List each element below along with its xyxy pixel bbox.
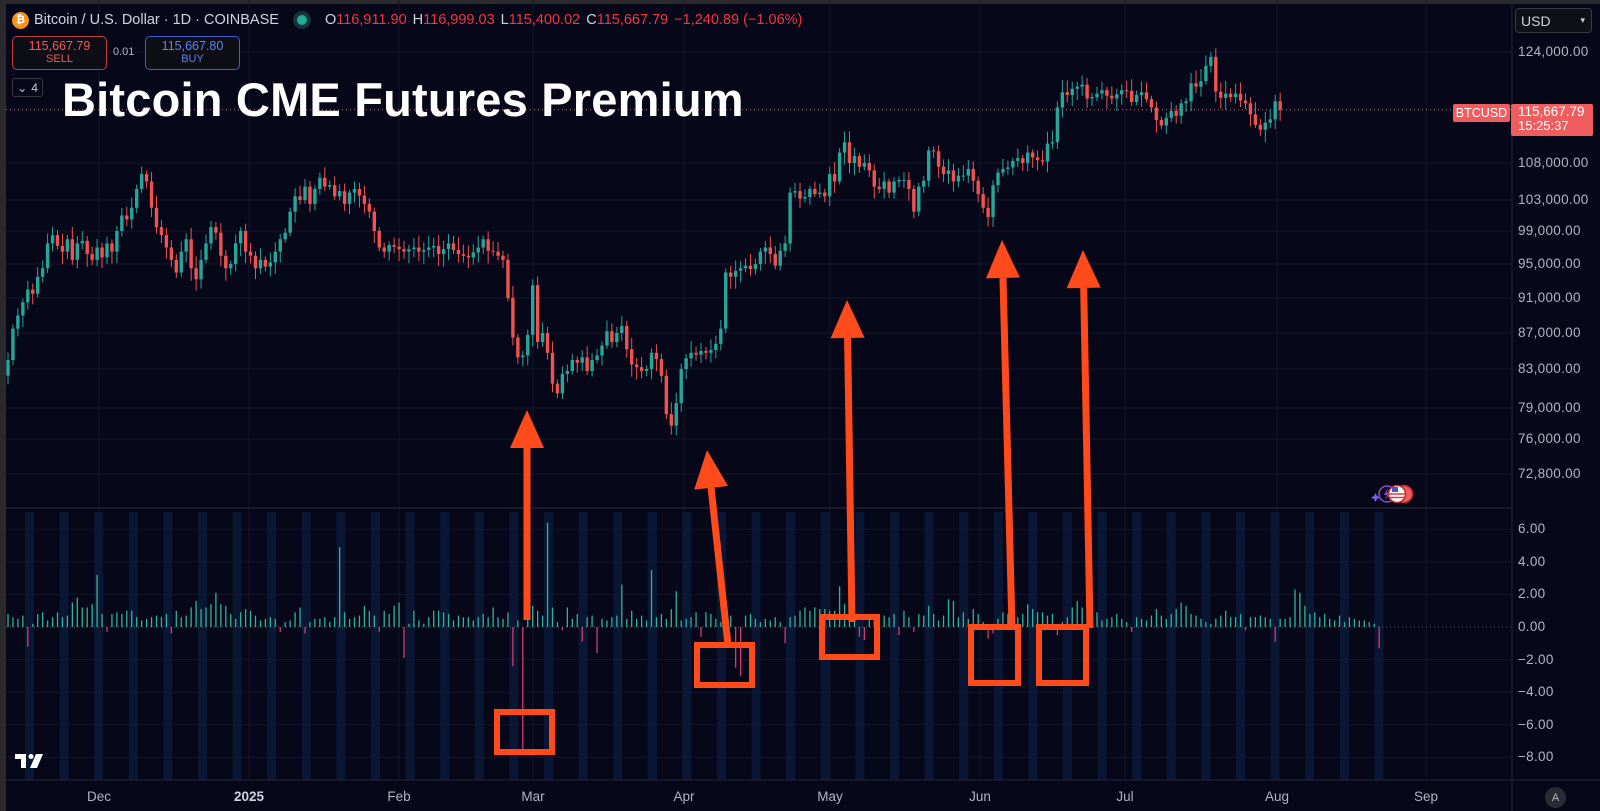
time-tick-label: Mar bbox=[521, 789, 545, 804]
sell-price: 115,667.79 bbox=[28, 39, 91, 53]
last-price-tag: 115,667.79 15:25:37 bbox=[1511, 104, 1593, 136]
time-tick-label: Jun bbox=[969, 789, 991, 804]
bar-countdown: 15:25:37 bbox=[1518, 118, 1569, 133]
time-tick-label: Jul bbox=[1116, 789, 1134, 804]
symbol-price-tag: BTCUSD bbox=[1453, 104, 1510, 122]
low-label: L bbox=[500, 12, 509, 28]
indicators-toggle-button[interactable]: ⌄ 4 bbox=[12, 78, 43, 97]
symbol-title[interactable]: Bitcoin / U.S. Dollar · 1D · COINBASE bbox=[34, 12, 279, 28]
open-value: 116,911.90 bbox=[336, 12, 407, 28]
tradingview-logo[interactable] bbox=[15, 754, 47, 768]
spread-value: 0.01 bbox=[113, 46, 135, 58]
indicator-tick-label: −4.00 bbox=[1518, 684, 1554, 700]
price-tick-label: 76,000.00 bbox=[1518, 431, 1581, 446]
annotations bbox=[494, 240, 1101, 755]
grid-lines bbox=[6, 0, 1512, 780]
price-tick-label: 95,000.00 bbox=[1518, 256, 1581, 271]
indicator-tick-label: −8.00 bbox=[1518, 749, 1554, 765]
time-tick-label: Sep bbox=[1413, 789, 1439, 804]
sparkle-icon bbox=[1371, 493, 1380, 502]
indicator-tick-label: 0.00 bbox=[1518, 619, 1546, 634]
time-tick-label: Dec bbox=[86, 789, 112, 804]
last-price: 115,667.79 bbox=[1518, 104, 1585, 119]
high-label: H bbox=[412, 12, 424, 28]
sell-button[interactable]: 115,667.79 SELL bbox=[12, 36, 107, 70]
sell-label: SELL bbox=[46, 53, 73, 65]
change-value: −1,240.89 (−1.06%) bbox=[674, 12, 803, 28]
chevron-down-icon: ⌄ bbox=[17, 80, 28, 95]
auto-scale-button[interactable]: A bbox=[1545, 787, 1566, 808]
economic-events-icon[interactable] bbox=[1367, 483, 1417, 505]
left-border bbox=[0, 0, 6, 811]
buy-button[interactable]: 115,667.80 BUY bbox=[145, 36, 240, 70]
time-tick-label: Apr bbox=[673, 789, 695, 804]
time-tick-label: Feb bbox=[387, 789, 411, 804]
currency-value: USD bbox=[1521, 12, 1551, 29]
indicator-tick-label: 6.00 bbox=[1518, 521, 1546, 537]
time-tick-label: Aug bbox=[1264, 789, 1290, 804]
price-tick-label: 99,000.00 bbox=[1518, 223, 1581, 238]
low-value: 115,400.02 bbox=[508, 12, 581, 28]
price-tick-label: 108,000.00 bbox=[1518, 155, 1589, 170]
price-tick-label: 87,000.00 bbox=[1518, 325, 1581, 340]
top-border bbox=[0, 0, 1600, 4]
time-tick-label: May bbox=[817, 789, 843, 804]
currency-select[interactable]: USD ▾ bbox=[1515, 8, 1592, 33]
market-status-icon[interactable] bbox=[296, 15, 307, 25]
indicator-tick-label: −2.00 bbox=[1518, 651, 1554, 667]
indicator-tick-label: 4.00 bbox=[1518, 553, 1546, 569]
indicator-tick-label: 2.00 bbox=[1518, 586, 1546, 602]
high-value: 116,999.03 bbox=[423, 12, 495, 28]
price-tick-label: 124,000.00 bbox=[1518, 44, 1589, 59]
price-tick-label: 72,800.00 bbox=[1518, 466, 1581, 481]
close-value: 115,667.79 bbox=[596, 12, 669, 28]
premium-histogram bbox=[7, 522, 1380, 750]
chevron-down-icon: ▾ bbox=[1580, 15, 1585, 25]
price-tick-label: 91,000.00 bbox=[1518, 290, 1581, 305]
buy-price: 115,667.80 bbox=[161, 39, 224, 53]
symbol-header[interactable]: ₿ Bitcoin / U.S. Dollar · 1D · COINBASE … bbox=[12, 10, 802, 30]
price-tick-label: 83,000.00 bbox=[1518, 361, 1581, 376]
price-tick-label: 103,000.00 bbox=[1518, 192, 1589, 207]
time-tick-label: 2025 bbox=[233, 789, 265, 804]
buy-label: BUY bbox=[181, 53, 204, 65]
indicator-count: 4 bbox=[31, 80, 38, 95]
candlestick-series bbox=[6, 48, 1282, 436]
indicator-tick-label: −6.00 bbox=[1518, 716, 1554, 732]
close-label: C bbox=[586, 12, 597, 28]
price-tick-label: 79,000.00 bbox=[1518, 400, 1581, 415]
bitcoin-icon: ₿ bbox=[12, 11, 29, 29]
overlay-title: Bitcoin CME Futures Premium bbox=[62, 73, 744, 126]
open-label: O bbox=[324, 12, 337, 28]
